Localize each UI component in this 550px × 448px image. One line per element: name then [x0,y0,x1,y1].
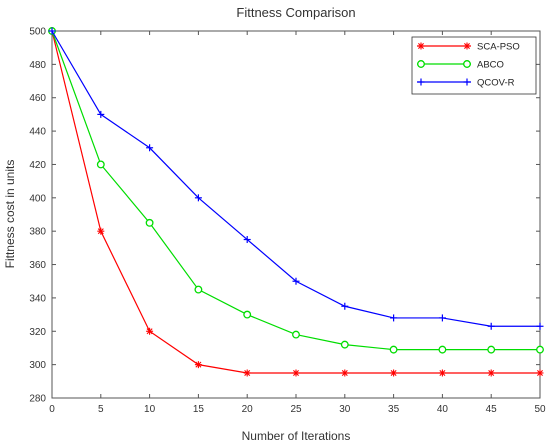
legend-marker [463,60,471,68]
x-tick-label: 50 [534,404,546,415]
y-tick-label: 420 [29,160,46,171]
data-point-sca-pso [97,227,105,235]
data-point-qcov-r [194,194,202,202]
data-point-qcov-r [48,27,56,35]
data-point-qcov-r [487,322,495,330]
y-axis: 280 300 320 340 360 380 400 420 440 460 480 500 [29,27,540,405]
series-layer [48,27,544,377]
y-tick-label: 380 [29,227,46,238]
data-point-sca-pso [341,369,349,377]
legend-marker [417,60,425,68]
legend-marker [417,42,425,50]
legend-item-qcov-r: QCOV-R [417,78,515,89]
data-point-abco [194,285,203,294]
chart-title: Fittness Comparison [236,5,355,20]
data-point-sca-pso [390,369,398,377]
x-tick-label: 30 [339,404,351,415]
y-tick-label: 480 [29,60,46,71]
data-point-sca-pso [536,369,544,377]
legend-marker [417,78,425,86]
x-tick-label: 25 [290,404,302,415]
x-tick-label: 35 [388,404,400,415]
x-axis-title: Number of Iterations [242,429,351,443]
data-point-abco [487,345,496,354]
y-tick-label: 280 [29,394,46,405]
data-point-qcov-r [243,236,251,244]
data-point-qcov-r [146,144,154,152]
legend-label: QCOV-R [477,78,515,89]
data-point-abco [145,218,154,227]
x-tick-label: 5 [98,404,104,415]
data-point-qcov-r [536,322,544,330]
data-point-abco [340,340,349,349]
y-tick-label: 300 [29,360,46,371]
y-tick-label: 500 [29,27,46,38]
data-point-abco [536,345,544,354]
data-point-qcov-r [97,110,105,118]
data-point-abco [243,310,252,319]
x-axis: 0 5 10 15 20 25 30 35 40 45 50 [49,31,546,415]
x-tick-label: 45 [486,404,498,415]
data-point-sca-pso [243,369,251,377]
x-tick-label: 0 [49,404,55,415]
data-point-sca-pso [146,327,154,335]
data-point-qcov-r [292,277,300,285]
data-point-qcov-r [341,302,349,310]
data-point-sca-pso [292,369,300,377]
data-point-sca-pso [438,369,446,377]
legend: SCA-PSO ABCO QCOV-R [411,36,537,95]
legend-label: SCA-PSO [477,42,520,53]
x-tick-label: 10 [144,404,156,415]
legend-item-abco: ABCO [417,60,504,71]
data-point-sca-pso [487,369,495,377]
x-tick-label: 20 [242,404,254,415]
legend-item-sca-pso: SCA-PSO [417,42,520,53]
data-point-sca-pso [194,361,202,369]
data-point-qcov-r [438,314,446,322]
data-point-qcov-r [390,314,398,322]
y-tick-label: 320 [29,327,46,338]
legend-label: ABCO [477,60,504,71]
y-tick-label: 460 [29,93,46,104]
y-tick-label: 440 [29,127,46,138]
y-tick-label: 340 [29,293,46,304]
data-point-abco [438,345,447,354]
x-tick-label: 40 [437,404,449,415]
x-tick-label: 15 [193,404,205,415]
legend-marker [463,42,471,50]
data-point-abco [96,160,105,169]
data-point-abco [292,330,300,339]
data-point-abco [389,345,398,354]
y-tick-label: 400 [29,193,46,204]
legend-marker [463,78,471,86]
y-tick-label: 360 [29,260,46,271]
y-axis-title: Fittness cost in units [3,160,17,269]
